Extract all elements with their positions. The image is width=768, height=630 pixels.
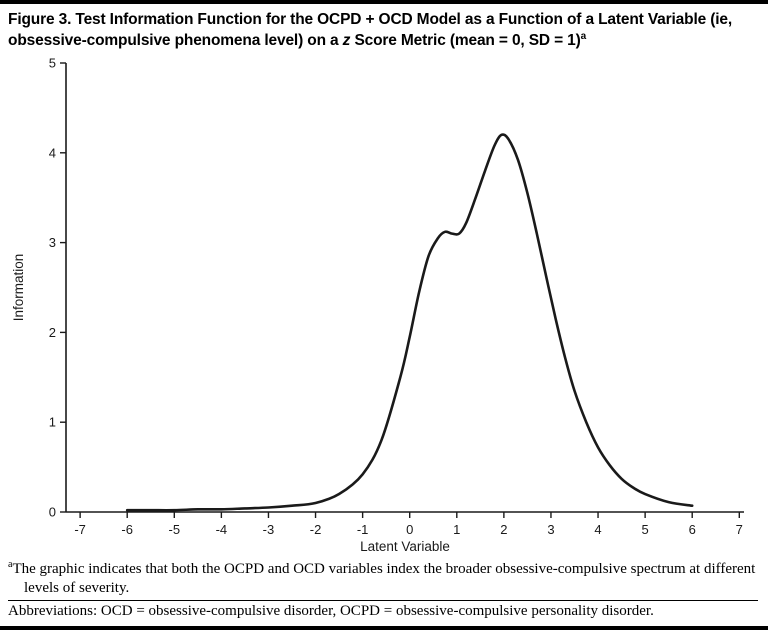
y-tick-label: 4 [49,146,56,161]
x-tick-label: -6 [121,522,133,537]
y-tick-label: 3 [49,235,56,250]
x-axis-title: Latent Variable [360,539,450,554]
figure-title-italic-z: z [342,32,351,50]
x-tick-label: -2 [310,522,322,537]
x-tick-label: 1 [453,522,460,537]
x-tick-label: -7 [74,522,86,537]
bottom-rule [0,626,768,630]
y-tick-label: 2 [49,325,56,340]
footnote-a: aThe graphic indicates that both the OCP… [8,559,758,597]
footnote-a-text: The graphic indicates that both the OCPD… [12,561,756,596]
footnote-a-marker: a [8,559,13,571]
x-tick-label: 7 [736,522,743,537]
figure-title: Figure 3. Test Information Function for … [8,9,758,51]
y-ticks: 0 1 2 3 4 5 [49,56,66,520]
y-tick-label: 0 [49,505,56,520]
figure-title-part2: Score Metric (mean = 0, SD = 1) [350,32,581,50]
figure-container: Figure 3. Test Information Function for … [0,4,768,623]
x-tick-label: -4 [216,522,228,537]
abbreviations-text: Abbreviations: OCD = obsessive-compulsiv… [8,602,654,619]
figure-title-footnote-marker: a [580,31,587,43]
x-tick-label: 6 [689,522,696,537]
x-tick-label: 3 [547,522,554,537]
x-tick-label: 0 [406,522,413,537]
tif-line-chart: 0 1 2 3 4 5 -7 -6 -5 -4 -3 -2 -1 0 1 2 3 4 5 6 7 Information L… [11,56,744,554]
top-rule [0,0,768,4]
x-tick-label: 2 [500,522,507,537]
y-tick-label: 5 [49,56,56,71]
x-tick-label: 4 [594,522,601,537]
x-tick-label: -3 [263,522,275,537]
tif-curve [125,133,694,512]
y-tick-label: 1 [49,415,56,430]
abbreviations-divider [8,599,758,601]
axes [65,63,744,514]
footnotes: aThe graphic indicates that both the OCP… [8,559,758,597]
x-tick-label: 5 [642,522,649,537]
x-tick-label: -5 [169,522,181,537]
x-ticks: -7 -6 -5 -4 -3 -2 -1 0 1 2 3 4 5 6 7 [74,512,743,537]
x-tick-label: -1 [357,522,369,537]
figure-title-part1: Figure 3. Test Information Function for … [8,11,733,50]
y-axis-title: Information [11,254,26,322]
